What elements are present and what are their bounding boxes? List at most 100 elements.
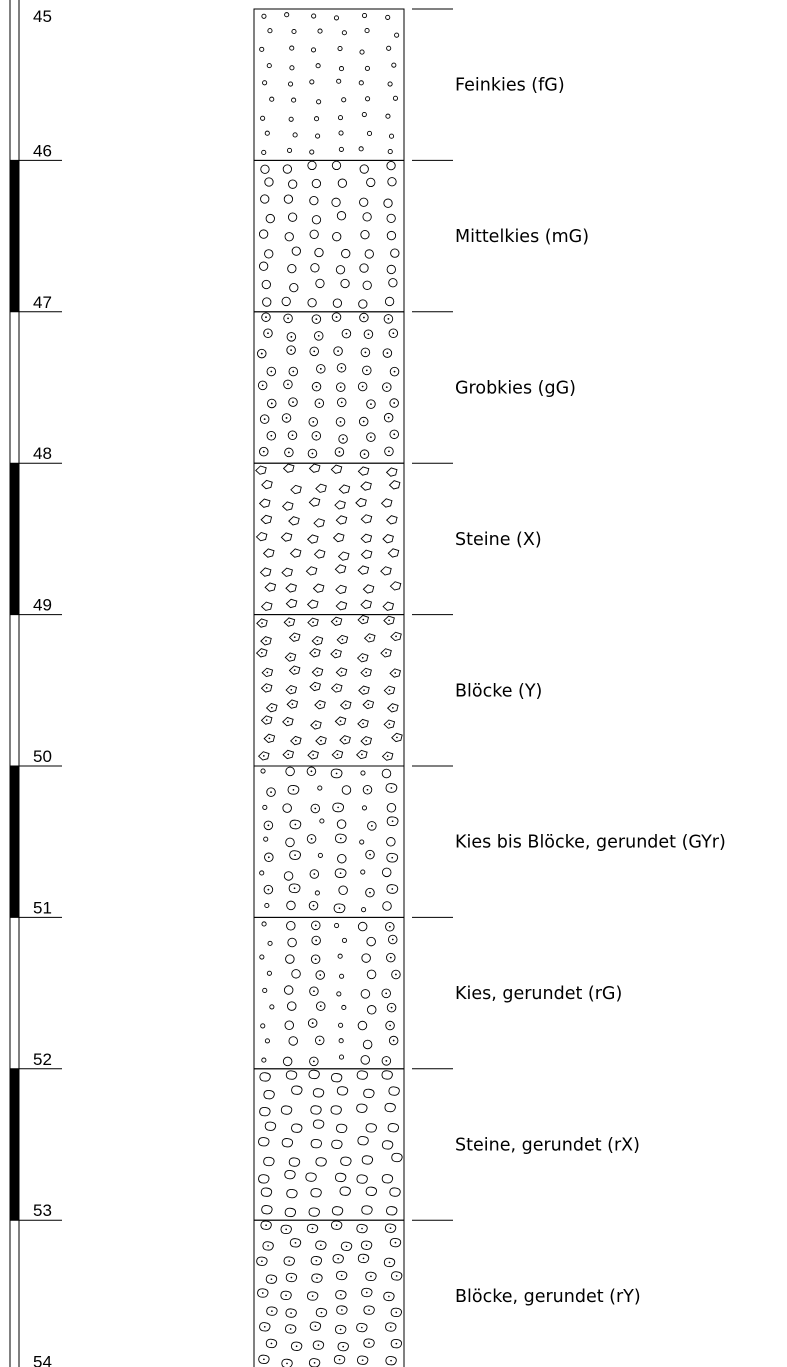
layer-coarse-gravel (253, 311, 405, 464)
rounded-block-symbol-center (362, 1257, 365, 1260)
block-symbol-center (270, 706, 273, 709)
fine-gravel-symbol (394, 32, 400, 38)
fine-gravel-symbol (338, 146, 344, 152)
medium-gravel-symbol (366, 936, 376, 947)
coarse-gravel-symbol-center (388, 450, 390, 453)
rounded-stone-symbol (310, 1105, 322, 1115)
stone-symbol (388, 480, 401, 490)
stone-symbol (362, 584, 375, 594)
coarse-gravel-symbol-center (337, 350, 339, 353)
fine-gravel-symbol (336, 78, 342, 84)
block-symbol (307, 750, 319, 760)
rounded-block-symbol-center (388, 1295, 390, 1298)
stone-symbol (387, 548, 400, 558)
coarse-gravel-symbol (266, 431, 277, 441)
rounded-block-symbol-center (317, 1344, 320, 1346)
rounded-block-symbol (311, 1273, 323, 1283)
rounded-stone-symbol (388, 1086, 400, 1096)
rounded-block-symbol (333, 1354, 346, 1365)
fine-gravel-symbol (337, 115, 344, 121)
fine-gravel-symbol (259, 954, 265, 960)
scale-bar-black-segment (10, 160, 19, 312)
coarse-gravel-symbol-center (317, 334, 320, 337)
block-symbol-center (335, 620, 338, 623)
medium-gravel-symbol (283, 871, 294, 881)
fine-gravel-symbol (267, 940, 273, 946)
coarse-gravel-symbol-center (310, 770, 313, 773)
medium-gravel-symbol (265, 213, 275, 224)
stone-symbol (360, 514, 373, 524)
rounded-stone-symbol (258, 1137, 270, 1147)
rounded-block-symbol-center (263, 1325, 266, 1328)
layer-label: Kies, gerundet (rG) (455, 984, 622, 1004)
rounded-block-symbol (330, 1220, 343, 1230)
block-symbol (285, 685, 298, 695)
block-symbol (357, 614, 370, 625)
rounded-block-symbol-center (313, 1361, 316, 1364)
layer-fine-gravel (253, 8, 405, 161)
rounded-block-symbol-center (339, 872, 342, 875)
rounded-block-symbol (363, 1305, 375, 1315)
medium-gravel-symbol (357, 1020, 368, 1031)
rounded-block-symbol-center (261, 1292, 264, 1294)
stone-symbol (258, 498, 271, 508)
rounded-block-symbol-center (368, 1342, 370, 1344)
coarse-gravel-symbol (264, 852, 274, 863)
depth-label: 54 (33, 1353, 52, 1367)
block-symbol-center (314, 685, 317, 688)
stone-symbol (281, 567, 293, 577)
rounded-stone-symbol (284, 1207, 297, 1218)
coarse-gravel-symbol-center (287, 451, 290, 454)
coarse-gravel-symbol (309, 869, 320, 879)
rounded-block-symbol-center (345, 1245, 348, 1248)
coarse-gravel-symbol-center (315, 318, 318, 321)
coarse-gravel-symbol (310, 803, 321, 814)
fine-gravel-symbol (286, 147, 293, 153)
coarse-gravel-symbol-center (385, 992, 388, 995)
coarse-gravel-symbol (388, 1035, 399, 1046)
rounded-block-symbol (290, 1341, 303, 1351)
fine-gravel-symbol (260, 115, 266, 121)
medium-gravel-symbol (341, 785, 352, 795)
fine-gravel-symbol (365, 96, 371, 102)
block-symbol-center (339, 720, 342, 722)
rounded-block-symbol (390, 1307, 402, 1318)
block-symbol (331, 749, 344, 760)
coarse-gravel-symbol (335, 417, 346, 427)
scale-bar-black-segment (10, 463, 19, 615)
stone-symbol (280, 532, 293, 542)
rounded-block-symbol-center (390, 787, 393, 789)
rounded-block-symbol-center (341, 1309, 343, 1311)
rounded-block-symbol (289, 850, 301, 860)
coarse-gravel-symbol (315, 1001, 326, 1011)
rounded-block-symbol-center (365, 1291, 368, 1294)
block-symbol (311, 635, 324, 646)
fine-gravel-symbol (291, 28, 297, 35)
rounded-block-symbol-center (288, 1260, 291, 1262)
rounded-stone-symbol (310, 1188, 322, 1198)
rounded-block-symbol-center (315, 1259, 318, 1262)
block-symbol-center (289, 656, 292, 658)
coarse-gravel-symbol-center (395, 973, 397, 976)
medium-gravel-symbol (262, 297, 272, 307)
fine-gravel-symbol (392, 95, 399, 101)
fine-gravel-symbol (334, 923, 340, 929)
coarse-gravel-symbol (259, 414, 270, 424)
rounded-block-symbol (260, 1220, 272, 1230)
depth-label: 48 (33, 444, 52, 463)
stone-symbol (315, 483, 327, 493)
rounded-block-symbol (363, 1338, 375, 1348)
medium-gravel-symbol (386, 837, 396, 847)
rounded-block-symbol (356, 1355, 369, 1365)
coarse-gravel-symbol-center (367, 333, 370, 336)
fine-gravel-symbol (364, 28, 370, 34)
rounded-block-symbol (256, 1256, 268, 1266)
coarse-gravel-symbol-center (287, 317, 289, 320)
block-symbol (360, 736, 372, 746)
rounded-block-symbol-center (391, 820, 394, 823)
layer-label: Steine, gerundet (rX) (455, 1136, 640, 1156)
rounded-block-symbol (365, 1271, 377, 1282)
block-symbol-center (396, 736, 398, 739)
coarse-gravel-symbol-center (291, 434, 294, 437)
medium-gravel-symbol (366, 969, 377, 980)
